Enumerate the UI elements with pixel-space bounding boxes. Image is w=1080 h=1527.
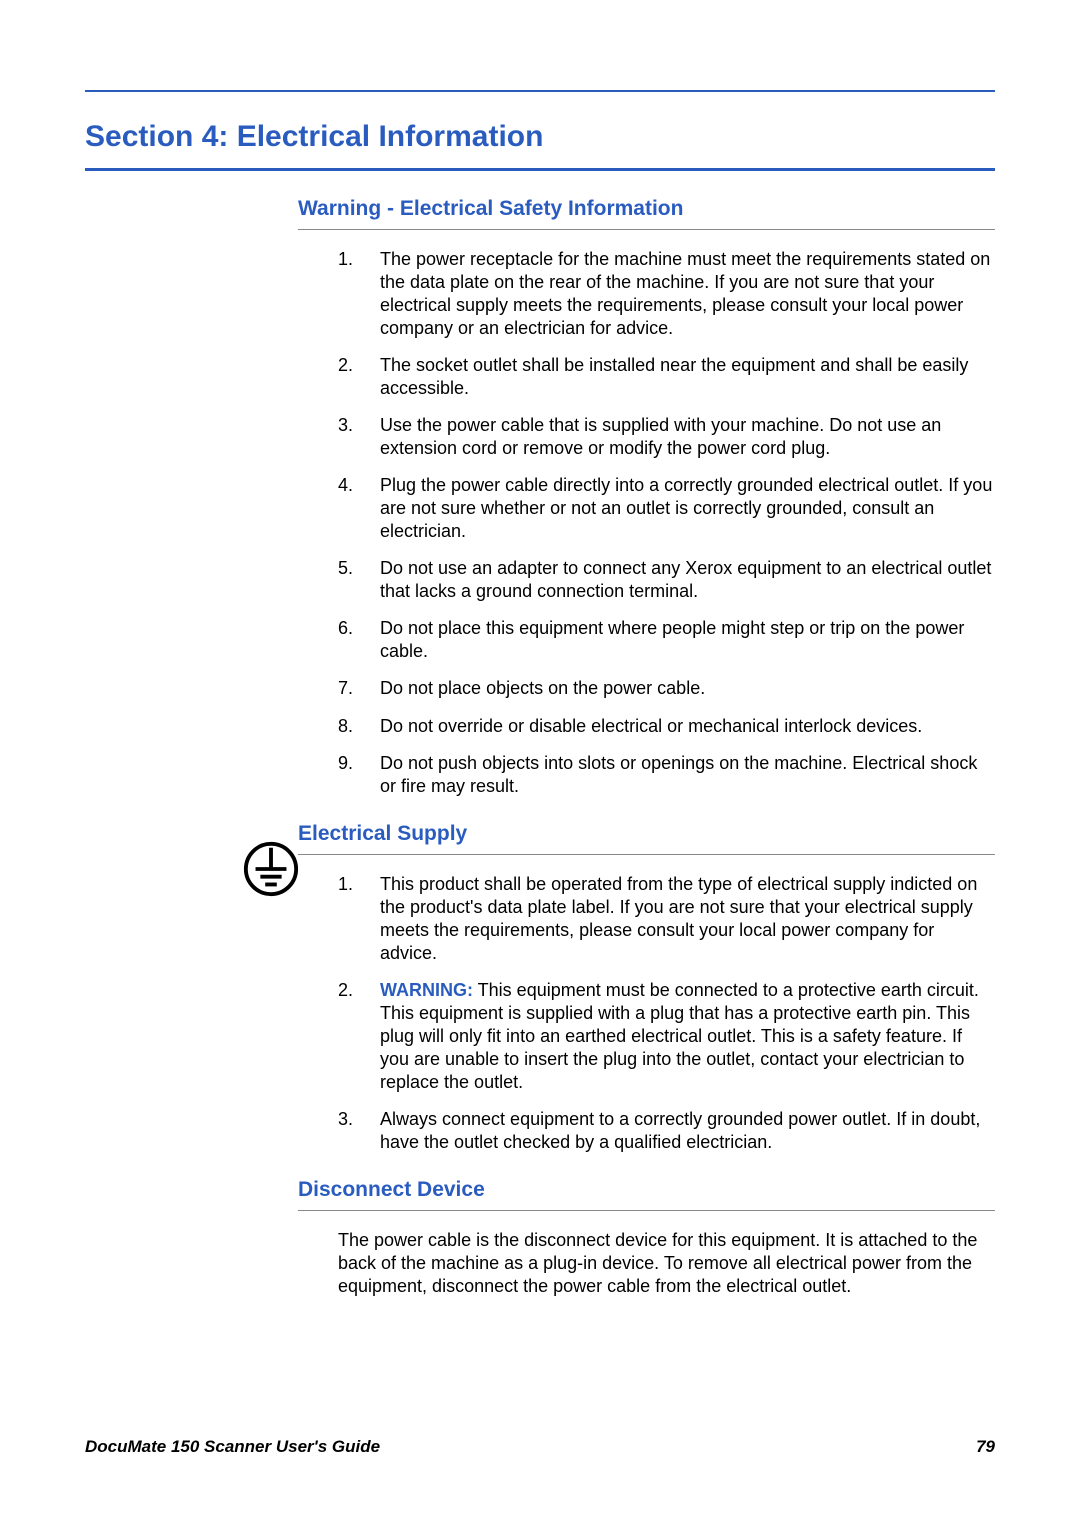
page-footer: DocuMate 150 Scanner User's Guide 79 <box>85 1437 995 1457</box>
list-text: Use the power cable that is supplied wit… <box>380 414 995 460</box>
list-number: 2. <box>338 354 380 400</box>
list-item: 7.Do not place objects on the power cabl… <box>338 677 995 700</box>
subheading-disconnect: Disconnect Device <box>298 1178 995 1202</box>
disconnect-paragraph: The power cable is the disconnect device… <box>338 1229 995 1298</box>
page-heading: Section 4: Electrical Information <box>85 120 995 154</box>
section-disconnect: Disconnect Device The power cable is the… <box>298 1178 995 1298</box>
list-number: 1. <box>338 873 380 965</box>
list-number: 5. <box>338 557 380 603</box>
list-number: 8. <box>338 715 380 738</box>
list-number: 6. <box>338 617 380 663</box>
list-item: 1.The power receptacle for the machine m… <box>338 248 995 340</box>
list-number: 1. <box>338 248 380 340</box>
list-number: 2. <box>338 979 380 1094</box>
subheading-rule <box>298 854 995 855</box>
subheading-warning: Warning - Electrical Safety Information <box>298 197 995 221</box>
list-number: 9. <box>338 752 380 798</box>
footer-page-number: 79 <box>976 1437 995 1457</box>
earth-ground-icon <box>242 840 300 898</box>
list-item: 5.Do not use an adapter to connect any X… <box>338 557 995 603</box>
list-item: 1.This product shall be operated from th… <box>338 873 995 965</box>
list-item: 3.Always connect equipment to a correctl… <box>338 1108 995 1154</box>
list-text: The power receptacle for the machine mus… <box>380 248 995 340</box>
section-supply: Electrical Supply 1.This product shall b… <box>298 822 995 1154</box>
list-number: 7. <box>338 677 380 700</box>
list-number: 3. <box>338 414 380 460</box>
list-text: Do not place objects on the power cable. <box>380 677 995 700</box>
list-item: 3.Use the power cable that is supplied w… <box>338 414 995 460</box>
section-warning: Warning - Electrical Safety Information … <box>298 197 995 798</box>
subheading-rule <box>298 229 995 230</box>
supply-list: 1.This product shall be operated from th… <box>338 873 995 1154</box>
list-item: 6.Do not place this equipment where peop… <box>338 617 995 663</box>
warning-list: 1.The power receptacle for the machine m… <box>338 248 995 798</box>
list-item: 4.Plug the power cable directly into a c… <box>338 474 995 543</box>
list-text: Always connect equipment to a correctly … <box>380 1108 995 1154</box>
list-text: Plug the power cable directly into a cor… <box>380 474 995 543</box>
list-text: Do not push objects into slots or openin… <box>380 752 995 798</box>
subheading-supply: Electrical Supply <box>298 822 995 846</box>
subheading-rule <box>298 1210 995 1211</box>
page: Section 4: Electrical Information Warnin… <box>0 0 1080 1527</box>
list-text: Do not override or disable electrical or… <box>380 715 995 738</box>
list-text: The socket outlet shall be installed nea… <box>380 354 995 400</box>
list-number: 4. <box>338 474 380 543</box>
list-text: WARNING: This equipment must be connecte… <box>380 979 995 1094</box>
warning-label: WARNING: <box>380 980 473 1000</box>
list-text: Do not use an adapter to connect any Xer… <box>380 557 995 603</box>
heading-rule <box>85 168 995 171</box>
list-number: 3. <box>338 1108 380 1154</box>
list-text: This product shall be operated from the … <box>380 873 995 965</box>
list-item: 8.Do not override or disable electrical … <box>338 715 995 738</box>
list-text: Do not place this equipment where people… <box>380 617 995 663</box>
list-item: 9.Do not push objects into slots or open… <box>338 752 995 798</box>
footer-title: DocuMate 150 Scanner User's Guide <box>85 1437 380 1457</box>
list-item: 2.The socket outlet shall be installed n… <box>338 354 995 400</box>
top-rule <box>85 90 995 92</box>
list-item: 2.WARNING: This equipment must be connec… <box>338 979 995 1094</box>
